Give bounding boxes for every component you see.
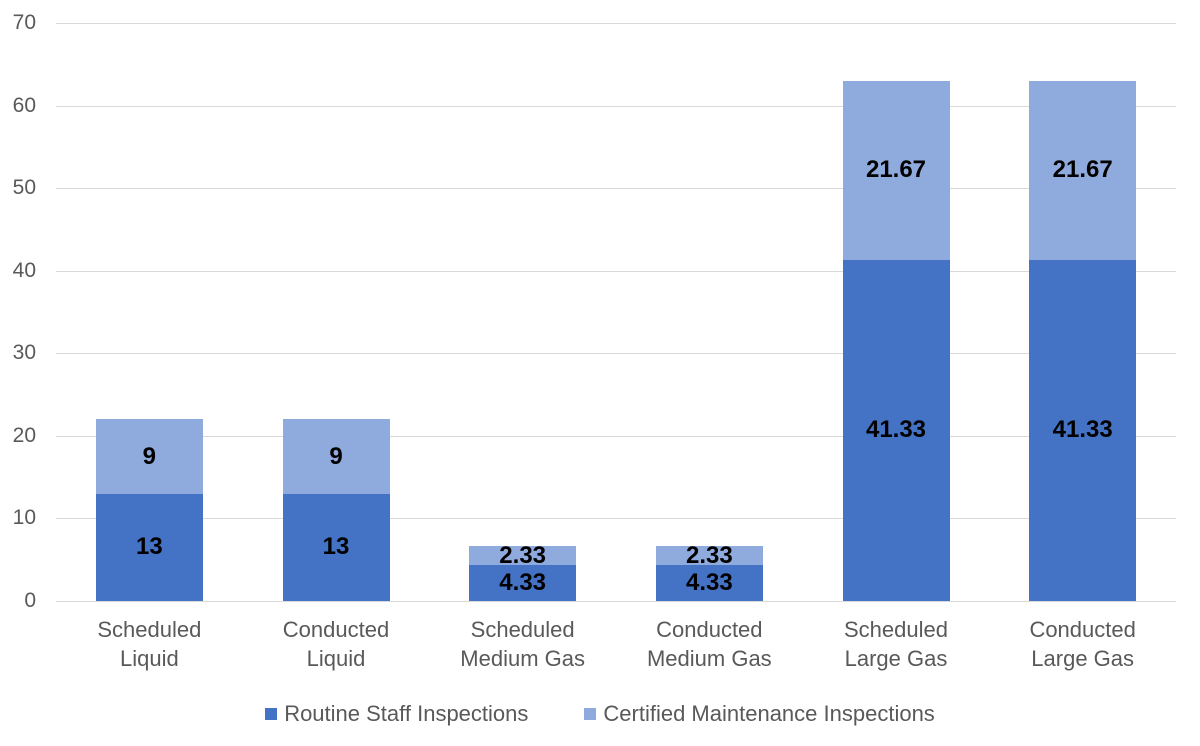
x-category-label-line: Conducted — [282, 617, 390, 642]
bar-segment-data-label: 21.67 — [1052, 156, 1113, 184]
gridline — [56, 23, 1176, 24]
gridline — [56, 105, 1176, 107]
bar-segment-data-label: 4.33 — [685, 569, 733, 597]
bar-segment-data-label: 2.33 — [499, 541, 547, 569]
y-axis-tick-label: 50 — [12, 176, 36, 200]
bar-segment-data-label: 9 — [329, 442, 343, 470]
bar-segment-data-label: 21.67 — [865, 156, 927, 184]
legend-swatch-icon — [584, 708, 597, 720]
x-category-label: Conducted Large Gas — [989, 615, 1176, 673]
x-category-label: Scheduled Liquid — [56, 615, 243, 673]
x-category-label-line: Scheduled — [843, 617, 948, 642]
bar-segment-data-label: 4.33 — [499, 569, 547, 597]
x-category-label-line: Conducted — [656, 617, 763, 642]
gridline — [56, 270, 1176, 272]
x-category-label: Conducted Medium Gas — [616, 615, 803, 673]
bar-segment-series-0 — [1029, 259, 1137, 601]
gridline — [56, 518, 1176, 520]
gridline — [56, 435, 1176, 437]
x-category-label: Scheduled Medium Gas — [429, 615, 616, 673]
bar-segment-series-0 — [842, 259, 950, 601]
x-category-label-line: Liquid — [119, 646, 179, 672]
legend-label: Certified Maintenance Inspections — [603, 701, 935, 726]
x-category-label-line: Scheduled — [470, 617, 575, 642]
bar-segment-series-1 — [282, 419, 390, 494]
y-axis-tick-label: 40 — [12, 258, 36, 282]
x-category-label-line: Liquid — [306, 646, 366, 672]
legend-item: Routine Staff Inspections — [265, 701, 528, 727]
gridline — [56, 188, 1176, 190]
y-axis-tick-label: 70 — [12, 11, 36, 34]
x-category-label: Scheduled Large Gas — [803, 615, 990, 673]
x-category-label-line: Medium Gas — [460, 646, 586, 672]
bar-segment-series-0 — [95, 493, 203, 601]
x-axis-category-labels: Scheduled Liquid Conducted Liquid Scheduled M… — [56, 615, 1176, 679]
legend-item: Certified Maintenance Inspections — [584, 701, 935, 727]
bar-segment-data-label: 2.33 — [685, 541, 733, 569]
bar-segment-data-label: 13 — [135, 533, 163, 561]
x-category-label: Conducted Liquid — [243, 615, 430, 673]
y-axis-tick-label: 60 — [12, 93, 36, 117]
x-category-label-line: Large Gas — [844, 646, 948, 672]
bar-segment-series-1 — [655, 546, 763, 566]
bar-segment-data-label: 9 — [142, 442, 157, 470]
legend-label: Routine Staff Inspections — [284, 701, 529, 726]
bar-segment-series-1 — [469, 546, 577, 566]
plot-area: 0 10 20 30 40 50 60 70 13 9 13 9 4.33 2.33 4.33 2.33 41.… — [13, 11, 1176, 612]
gridline — [56, 601, 1176, 602]
y-axis-tick-label: 20 — [12, 423, 36, 447]
bar-segment-data-label: 41.33 — [1052, 416, 1113, 444]
x-category-label-line: Conducted — [1029, 617, 1136, 642]
x-category-label-line: Large Gas — [1031, 646, 1135, 672]
gridline — [56, 353, 1176, 355]
legend-swatch-icon — [265, 708, 278, 720]
bar-segment-series-1 — [842, 80, 950, 260]
y-axis-tick-label: 10 — [12, 506, 36, 530]
bar-segment-series-0 — [655, 565, 763, 601]
x-category-label-line: Medium Gas — [646, 646, 772, 672]
x-category-label-line: Scheduled — [97, 617, 202, 642]
y-axis-tick-label: 0 — [24, 589, 36, 612]
bar-segment-series-0 — [469, 565, 577, 601]
y-axis-tick-label: 30 — [12, 341, 36, 365]
bar-segment-data-label: 41.33 — [865, 416, 927, 444]
bar-segment-series-1 — [95, 419, 203, 494]
legend: Routine Staff Inspections Certified Maint… — [0, 698, 1200, 730]
bar-segment-series-1 — [1029, 80, 1137, 260]
bar-segment-series-0 — [282, 493, 390, 601]
bar-segment-data-label: 13 — [322, 533, 350, 561]
